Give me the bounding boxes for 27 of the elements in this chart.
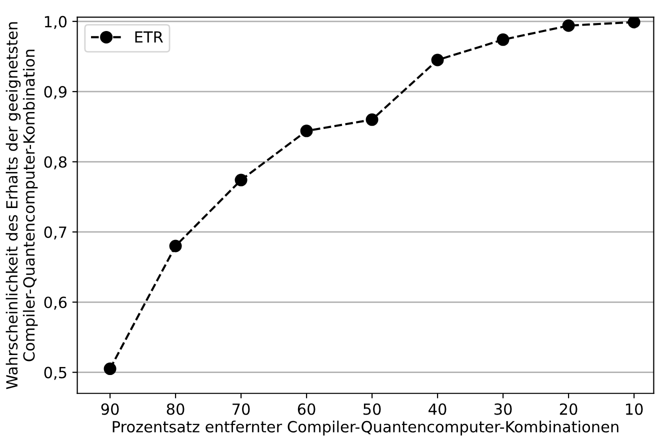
point bbox=[431, 54, 444, 66]
x-tick-label: 20 bbox=[560, 403, 578, 415]
point bbox=[300, 124, 313, 138]
point bbox=[366, 113, 378, 126]
point bbox=[169, 240, 182, 252]
y-tick-label: 0,7 bbox=[44, 226, 66, 240]
point bbox=[562, 19, 575, 32]
x-tick-label: 30 bbox=[494, 403, 512, 415]
x-tick-label: 40 bbox=[428, 403, 446, 415]
x-tick-label: 50 bbox=[364, 403, 381, 415]
x-axis-title: Prozentsatz entfernter Compiler-Quantencomputer-Kombinationen bbox=[112, 420, 618, 436]
point bbox=[234, 174, 248, 186]
x-tick-label: 70 bbox=[232, 403, 250, 415]
point bbox=[496, 33, 510, 46]
legend-label: ETR bbox=[135, 31, 163, 43]
point bbox=[104, 362, 116, 376]
point bbox=[628, 17, 640, 28]
x-tick-label: 90 bbox=[101, 403, 119, 415]
y-tick-label: 0,6 bbox=[44, 296, 67, 310]
y-tick-label: 1,0 bbox=[44, 16, 67, 29]
x-tick-label: 80 bbox=[166, 403, 184, 415]
y-tick-label: 0,9 bbox=[44, 86, 66, 100]
y-tick-label: 0,5 bbox=[44, 366, 66, 380]
y-tick-label: 0,8 bbox=[44, 156, 67, 170]
x-tick-label: 60 bbox=[298, 403, 316, 415]
y-axis-title: Wahrscheinlichkeit des Erhalts der geeignetsten Compiler-Quantencomputer-Kombination bbox=[6, 22, 38, 390]
x-tick-label: 10 bbox=[626, 403, 643, 415]
